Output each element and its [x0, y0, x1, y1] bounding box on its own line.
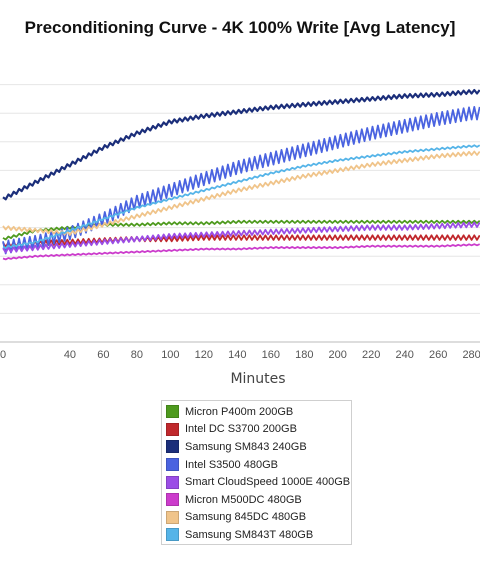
legend-swatch — [166, 528, 179, 542]
legend-label: Samsung 845DC 480GB — [185, 511, 307, 524]
x-tick-label: 260 — [429, 349, 447, 361]
x-tick-label: 80 — [131, 349, 143, 361]
legend-swatch — [166, 458, 179, 472]
x-tick-label: 160 — [262, 349, 280, 361]
legend-swatch — [166, 405, 179, 419]
x-tick-label: 60 — [97, 349, 109, 361]
legend: Micron P400m 200GB Intel DC S3700 200GB Sa… — [161, 400, 352, 545]
legend-item[interactable]: Intel DC S3700 200GB — [162, 421, 351, 439]
legend-item[interactable]: Micron P400m 200GB — [162, 403, 351, 421]
legend-item[interactable]: Smart CloudSpeed 1000E 400GB — [162, 473, 351, 491]
legend-swatch — [166, 493, 179, 507]
x-tick-label: 100 — [161, 349, 179, 361]
legend-label: Samsung SM843T 480GB — [185, 528, 314, 541]
legend-label: Intel S3500 480GB — [185, 458, 278, 471]
legend-label: Intel DC S3700 200GB — [185, 423, 297, 436]
legend-item[interactable]: Intel S3500 480GB — [162, 456, 351, 474]
x-tick-label: 240 — [396, 349, 414, 361]
x-tick-label: 180 — [295, 349, 313, 361]
series-line — [2, 88, 480, 201]
legend-swatch — [166, 475, 179, 489]
x-tick-label: 0 — [0, 349, 6, 361]
x-axis-ticks: 0 40 60 80 100 120 140 160 180 200 220 240 260 280 — [0, 349, 480, 361]
series-line — [2, 144, 480, 249]
x-tick-label: 280 — [462, 349, 480, 361]
legend-swatch — [166, 510, 179, 524]
x-axis-title: Minutes — [230, 371, 285, 387]
legend-item[interactable]: Micron M500DC 480GB — [162, 491, 351, 509]
series-line — [2, 243, 480, 261]
legend-item[interactable]: Samsung SM843T 480GB — [162, 526, 351, 544]
series-line — [2, 234, 480, 248]
series-line — [2, 150, 480, 236]
x-tick-label: 140 — [228, 349, 246, 361]
legend-item[interactable]: Samsung 845DC 480GB — [162, 509, 351, 527]
legend-label: Micron P400m 200GB — [185, 405, 294, 418]
series-line — [2, 221, 480, 254]
x-tick-label: 200 — [329, 349, 347, 361]
legend-label: Samsung SM843 240GB — [185, 440, 307, 453]
legend-swatch — [166, 440, 179, 454]
legend-label: Micron M500DC 480GB — [185, 493, 302, 506]
grid-lines — [0, 84, 480, 343]
x-tick-label: 120 — [195, 349, 213, 361]
x-tick-label: 40 — [64, 349, 76, 361]
series-lines — [2, 88, 480, 261]
legend-label: Smart CloudSpeed 1000E 400GB — [185, 476, 351, 489]
x-tick-label: 220 — [362, 349, 380, 361]
legend-swatch — [166, 422, 179, 436]
chart-title: Preconditioning Curve - 4K 100% Write [A… — [24, 18, 456, 37]
series-line — [2, 106, 480, 255]
legend-item[interactable]: Samsung SM843 240GB — [162, 438, 351, 456]
